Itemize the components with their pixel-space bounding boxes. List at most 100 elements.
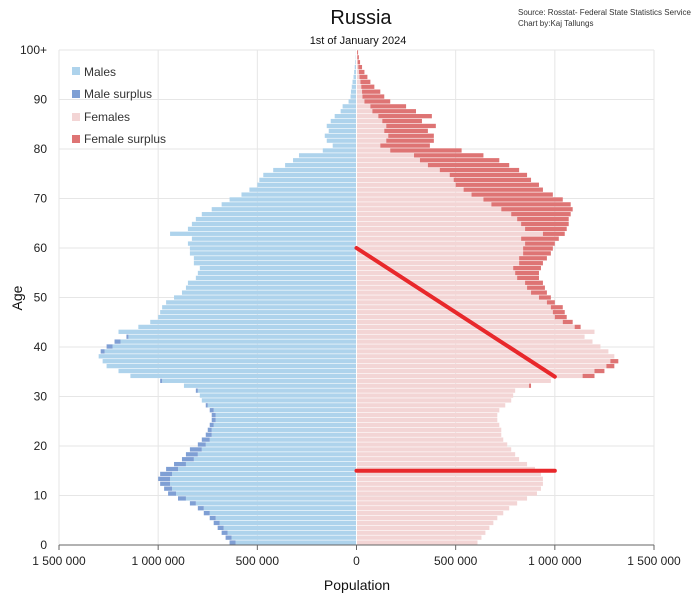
male-bar bbox=[203, 506, 357, 511]
female-surplus-bar bbox=[606, 363, 615, 369]
male-bar bbox=[166, 300, 357, 305]
female-surplus-bar bbox=[529, 383, 532, 388]
axes: 1 500 000 1 000 000 500 000 0 500 000 1 000 0… bbox=[20, 43, 681, 568]
male-bar bbox=[215, 417, 357, 423]
male-bar bbox=[128, 334, 357, 339]
male-surplus-bar bbox=[211, 417, 216, 423]
female-bar bbox=[356, 476, 543, 481]
legend-swatch-female-surplus bbox=[72, 135, 80, 143]
y-tick-label: 90 bbox=[34, 93, 48, 107]
x-tick-label: 1 000 000 bbox=[528, 554, 582, 568]
male-bar bbox=[215, 515, 357, 521]
female-bar bbox=[356, 403, 506, 408]
y-tick-label: 80 bbox=[34, 142, 48, 156]
female-bar bbox=[356, 241, 526, 246]
male-bar bbox=[229, 197, 357, 202]
female-surplus-bar bbox=[550, 305, 563, 310]
female-bar bbox=[356, 496, 528, 501]
legend-label-female-surplus: Female surplus bbox=[84, 132, 166, 146]
male-surplus-bar bbox=[207, 427, 212, 432]
male-bar bbox=[185, 461, 357, 467]
female-surplus-bar bbox=[358, 65, 363, 70]
female-bar bbox=[356, 246, 524, 251]
male-bar bbox=[162, 378, 357, 383]
male-surplus-bar bbox=[181, 457, 194, 462]
female-bar bbox=[356, 148, 391, 153]
x-tick-label: 500 000 bbox=[434, 554, 478, 568]
male-bar bbox=[187, 226, 357, 232]
female-surplus-bar bbox=[521, 236, 559, 241]
female-bar bbox=[356, 417, 498, 423]
male-surplus-bar bbox=[185, 452, 198, 457]
legend-swatch-females bbox=[72, 113, 80, 121]
x-axis-label: Population bbox=[324, 577, 390, 593]
female-surplus-bar bbox=[525, 226, 567, 232]
female-bar bbox=[356, 104, 371, 109]
female-bar bbox=[356, 207, 502, 212]
male-bar bbox=[209, 437, 357, 442]
male-bar bbox=[191, 236, 357, 241]
female-bar bbox=[356, 452, 516, 457]
female-bar bbox=[356, 305, 551, 310]
male-bar bbox=[355, 60, 357, 65]
male-bar bbox=[130, 373, 357, 379]
male-bar bbox=[199, 393, 357, 398]
male-bar bbox=[354, 65, 357, 70]
female-surplus-bar bbox=[361, 84, 375, 89]
male-bar bbox=[106, 363, 357, 369]
male-surplus-bar bbox=[209, 408, 214, 413]
male-bar bbox=[263, 172, 357, 178]
male-bar bbox=[112, 344, 357, 349]
female-bar bbox=[356, 65, 359, 70]
female-bar bbox=[356, 540, 478, 545]
female-bar bbox=[356, 486, 541, 491]
chart-subtitle: 1st of January 2024 bbox=[310, 35, 407, 47]
female-bar bbox=[356, 422, 500, 428]
female-bar bbox=[356, 153, 415, 158]
female-bar bbox=[356, 89, 363, 94]
female-bar bbox=[356, 329, 595, 334]
male-bar bbox=[185, 496, 357, 501]
female-surplus-bar bbox=[380, 143, 430, 148]
chart-title: Russia bbox=[330, 7, 392, 29]
male-bar bbox=[293, 158, 357, 163]
female-surplus-bar bbox=[562, 319, 573, 325]
female-bar bbox=[356, 74, 360, 80]
male-surplus-bar bbox=[160, 471, 173, 477]
annotations bbox=[354, 246, 557, 473]
male-bar bbox=[328, 128, 357, 134]
male-bar bbox=[181, 290, 357, 295]
female-bar bbox=[356, 295, 539, 300]
female-surplus-bar bbox=[525, 280, 543, 285]
female-bar bbox=[356, 212, 512, 217]
female-bar bbox=[356, 275, 518, 281]
female-bar bbox=[356, 60, 358, 65]
female-surplus-bar bbox=[582, 373, 595, 379]
y-tick-label: 10 bbox=[34, 489, 48, 503]
male-bar bbox=[197, 452, 357, 457]
male-surplus-bar bbox=[158, 476, 171, 481]
male-surplus-bar bbox=[205, 432, 212, 437]
female-surplus-bar bbox=[552, 310, 565, 315]
male-bar bbox=[189, 251, 357, 256]
female-bar bbox=[356, 265, 514, 271]
female-surplus-bar bbox=[360, 79, 371, 85]
male-surplus-bar bbox=[225, 535, 232, 540]
female-surplus-bar bbox=[414, 153, 484, 158]
female-bar bbox=[356, 388, 516, 393]
y-tick-label: 20 bbox=[34, 439, 48, 453]
female-surplus-bar bbox=[463, 187, 543, 192]
female-bar bbox=[356, 133, 389, 138]
male-bar bbox=[211, 432, 357, 437]
male-bar bbox=[193, 457, 357, 462]
female-surplus-bar bbox=[515, 270, 539, 276]
female-surplus-bar bbox=[491, 202, 571, 207]
female-surplus-bar bbox=[382, 118, 422, 124]
male-bar bbox=[219, 520, 357, 526]
female-bar bbox=[356, 182, 456, 187]
x-tick-label: 0 bbox=[353, 554, 360, 568]
female-bar bbox=[356, 535, 482, 540]
female-surplus-bar bbox=[513, 265, 541, 271]
female-surplus-bar bbox=[519, 261, 543, 266]
female-bar bbox=[356, 461, 528, 467]
